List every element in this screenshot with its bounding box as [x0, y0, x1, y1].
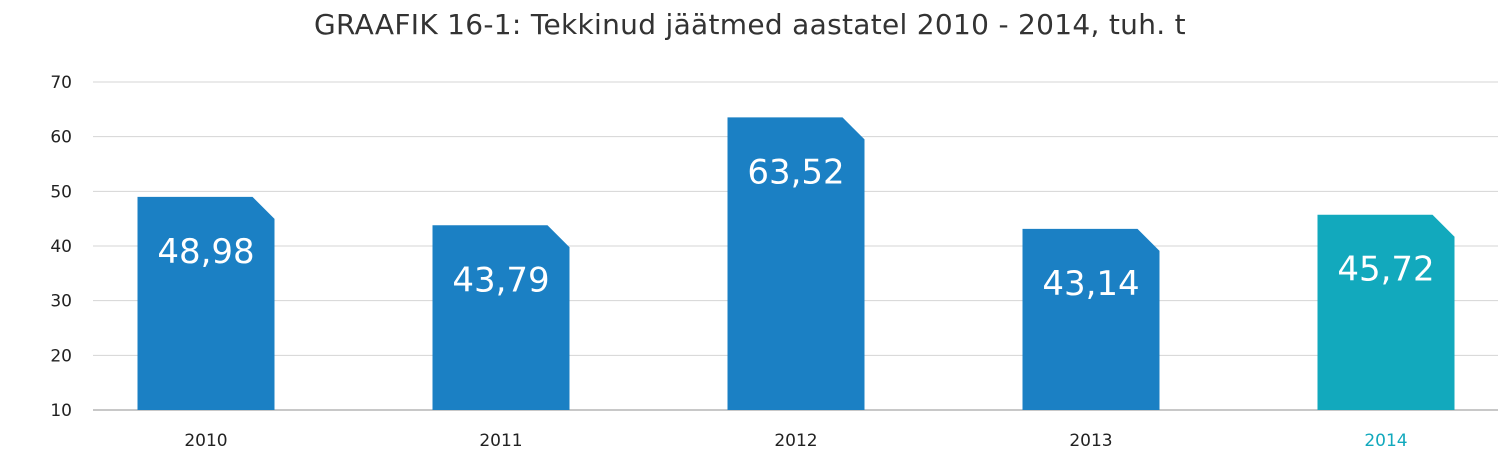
bar-2012: [727, 117, 865, 410]
data-label-2011: 43,79: [452, 260, 549, 300]
x-tick-label-2012: 2012: [774, 431, 817, 451]
y-tick-label: 10: [50, 401, 72, 421]
x-tick-label-2011: 2011: [479, 431, 522, 451]
data-label-2013: 43,14: [1042, 264, 1139, 304]
bar-2010: [137, 196, 275, 410]
labels-layer: 10 20 30 40 50 60 70 48,98 2010 43,79 2011 63,52 201…: [50, 73, 1434, 451]
data-label-2014: 45,72: [1337, 250, 1434, 290]
y-tick-label: 20: [50, 346, 72, 366]
bar-2013: [1022, 228, 1160, 410]
data-label-2010: 48,98: [157, 232, 254, 272]
y-tick-label: 50: [50, 182, 72, 202]
bar-2014: [1317, 214, 1455, 410]
y-tick-label: 40: [50, 237, 72, 257]
y-tick-label: 60: [50, 128, 72, 148]
chart-title: GRAAFIK 16-1: Tekkinud jäätmed aastatel …: [314, 8, 1186, 41]
x-tick-label-2013: 2013: [1069, 431, 1112, 451]
data-label-2012: 63,52: [747, 152, 844, 192]
y-tick-label: 70: [50, 73, 72, 93]
bars-layer: [137, 117, 1455, 410]
bar-2011: [432, 225, 570, 410]
x-tick-label-2014: 2014: [1364, 431, 1407, 451]
x-tick-label-2010: 2010: [184, 431, 227, 451]
y-tick-label: 30: [50, 292, 72, 312]
